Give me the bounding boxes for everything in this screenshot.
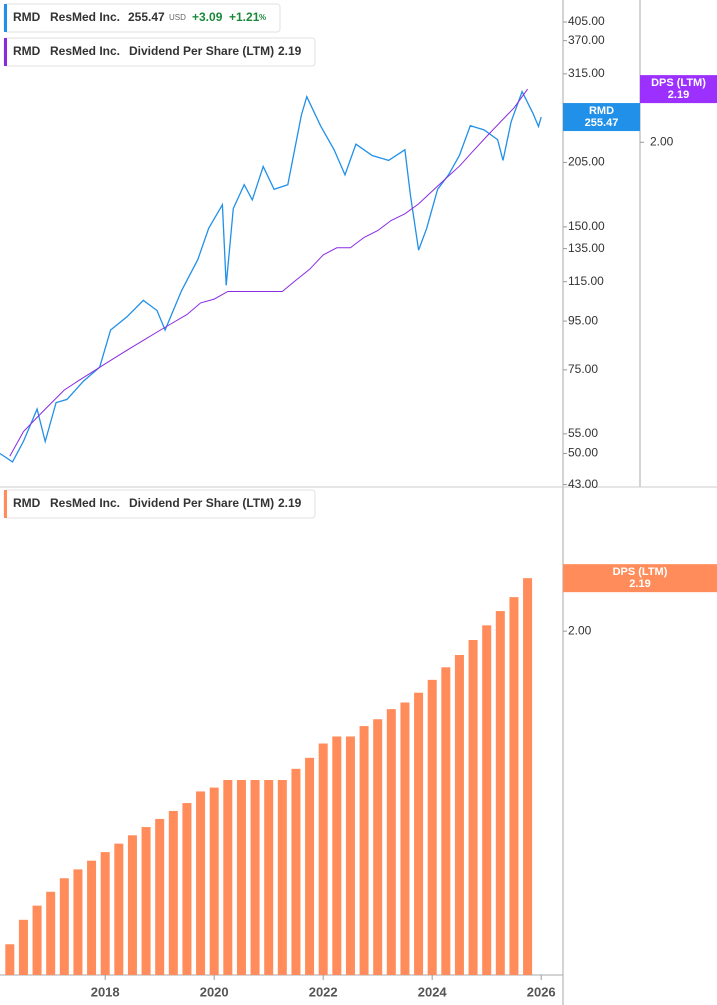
badge-label: RMD (589, 105, 614, 117)
legend-text: +3.09 (192, 10, 223, 24)
bar (468, 639, 478, 975)
bar (5, 944, 15, 975)
x-tick-label: 2020 (200, 984, 229, 999)
bar (482, 625, 492, 975)
last-value-badge (563, 103, 640, 132)
bar (495, 611, 505, 975)
series-line (0, 89, 542, 463)
legend-text: ResMed Inc. (50, 496, 120, 510)
badge-label: DPS (LTM) (651, 77, 706, 89)
y-tick-label: 2.00 (568, 623, 592, 637)
y-tick-label: 315.00 (568, 66, 605, 80)
legend-text: Dividend Per Share (LTM) (129, 496, 274, 510)
y-tick-label: 370.00 (568, 33, 605, 47)
y-tick-label: 135.00 (568, 241, 605, 255)
legend-text: ResMed Inc. (50, 10, 120, 24)
bar (155, 818, 165, 975)
last-value-badge (640, 75, 717, 104)
bar (223, 780, 233, 975)
y-tick-label: 43.00 (568, 477, 598, 491)
y-tick-label: 2.00 (650, 134, 674, 148)
bar (441, 667, 451, 975)
bar (100, 852, 110, 975)
x-tick-label: 2018 (91, 984, 120, 999)
legend-text: 2.19 (278, 496, 302, 510)
bar (87, 860, 97, 975)
badge-value: 2.19 (629, 578, 650, 590)
y-tick-label: 405.00 (568, 14, 605, 28)
y-tick-label: 75.00 (568, 362, 598, 376)
bar (182, 803, 192, 975)
bar (168, 810, 178, 975)
bar (209, 787, 219, 975)
bar (114, 843, 124, 975)
badge-value: 255.47 (585, 117, 619, 129)
bar (427, 679, 437, 975)
y-tick-label: 95.00 (568, 313, 598, 327)
bar (141, 827, 151, 975)
last-value-badge (563, 564, 717, 593)
bar (359, 726, 369, 975)
bar (32, 905, 42, 975)
bar (332, 736, 342, 975)
legend-text: 255.47 (128, 10, 165, 24)
legend-text: +1.21 (229, 10, 260, 24)
legend-text: RMD (13, 10, 41, 24)
bar (509, 597, 519, 975)
bar (400, 702, 410, 975)
bar (59, 878, 69, 975)
x-tick-label: 2026 (527, 984, 556, 999)
bar (236, 780, 246, 975)
bar (414, 692, 424, 975)
bar (291, 768, 301, 975)
y-tick-label: 50.00 (568, 446, 598, 460)
bar (277, 780, 287, 975)
y-tick-label: 205.00 (568, 155, 605, 169)
bar (386, 709, 396, 975)
y-tick-label: 55.00 (568, 426, 598, 440)
legend-strip (4, 38, 7, 66)
x-tick-label: 2022 (309, 984, 338, 999)
bar (318, 743, 328, 975)
legend-strip (4, 4, 7, 32)
bar (73, 869, 83, 975)
legend-text: % (259, 13, 266, 22)
bar (305, 757, 315, 975)
legend-text: Dividend Per Share (LTM) (129, 44, 274, 58)
legend-text: USD (169, 13, 186, 22)
bar (196, 791, 206, 975)
series-line (9, 88, 529, 457)
legend-text: 2.19 (278, 44, 302, 58)
bar (264, 780, 274, 975)
bar (345, 736, 355, 975)
legend-strip (4, 490, 7, 518)
y-tick-label: 115.00 (568, 274, 604, 288)
bar (46, 891, 56, 975)
bar (127, 835, 137, 975)
bar (523, 578, 533, 975)
badge-label: DPS (LTM) (613, 566, 668, 578)
legend-text: RMD (13, 496, 41, 510)
bar (454, 655, 464, 975)
legend-text: ResMed Inc. (50, 44, 120, 58)
x-tick-label: 2024 (418, 984, 448, 999)
badge-value: 2.19 (668, 89, 689, 101)
bar (18, 919, 28, 975)
bar (373, 719, 383, 975)
legend-text: RMD (13, 44, 41, 58)
y-tick-label: 150.00 (568, 219, 605, 233)
bar (250, 780, 260, 975)
